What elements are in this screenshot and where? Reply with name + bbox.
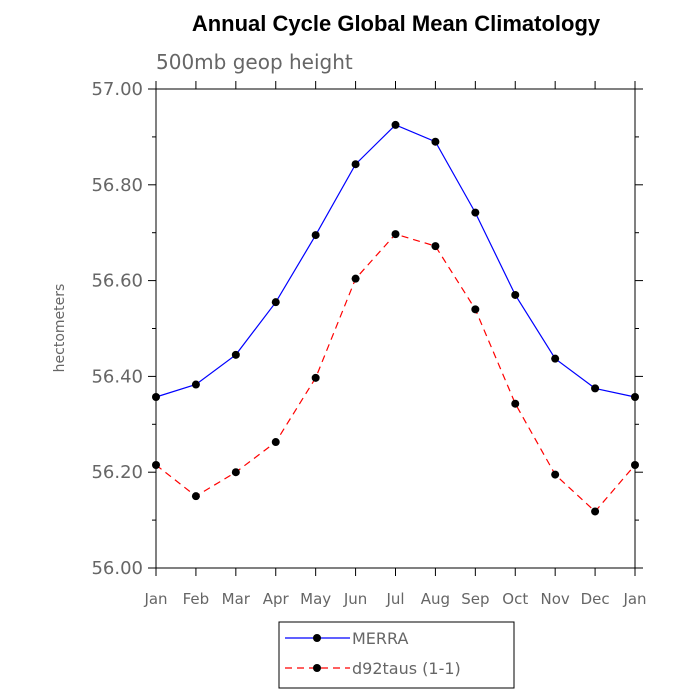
- y-tick-label: 56.80: [91, 175, 143, 196]
- data-point: [351, 274, 360, 283]
- x-tick-label: Feb: [183, 590, 210, 608]
- data-point: [391, 120, 400, 129]
- data-point: [551, 470, 560, 479]
- series-line-0: [155, 124, 636, 398]
- x-tick-label: Dec: [581, 590, 610, 608]
- y-tick-label: 56.00: [91, 558, 143, 579]
- data-point: [152, 392, 160, 401]
- legend-marker-1: [313, 664, 321, 672]
- data-point: [231, 468, 240, 477]
- data-point: [431, 137, 440, 146]
- data-point: [271, 438, 280, 447]
- data-point: [391, 230, 400, 239]
- x-tick-label: Aug: [421, 590, 450, 608]
- data-point: [551, 354, 560, 363]
- x-tick-label: Nov: [541, 590, 570, 608]
- legend-label-0: MERRA: [352, 629, 409, 648]
- y-tick-label: 56.20: [91, 462, 143, 483]
- x-tick-label: Jun: [343, 590, 367, 608]
- x-tick-label: Apr: [263, 590, 290, 608]
- data-point: [231, 350, 240, 359]
- x-tick-label: Jan: [143, 590, 167, 608]
- data-point: [631, 392, 639, 401]
- data-point: [471, 208, 480, 217]
- series-line-1: [155, 233, 636, 513]
- data-point: [511, 290, 520, 299]
- data-point: [511, 399, 520, 408]
- legend-marker-0: [313, 634, 321, 642]
- data-point: [271, 298, 280, 307]
- data-point: [311, 373, 320, 382]
- data-point: [431, 242, 440, 251]
- legend-label-1: d92taus (1-1): [352, 659, 461, 678]
- series-layer: [152, 120, 639, 516]
- chart-title: Annual Cycle Global Mean Climatology: [192, 11, 601, 36]
- y-tick-label: 57.00: [91, 79, 143, 100]
- y-tick-label: 56.40: [91, 366, 143, 387]
- axes: 56.00 56.20 56.40 56.60 56.80 57.00 Jan Feb Mar A…: [91, 79, 646, 608]
- data-point: [591, 384, 600, 393]
- data-point: [311, 231, 320, 240]
- data-point: [471, 305, 480, 314]
- data-point: [591, 507, 600, 516]
- plot-frame: [155, 88, 636, 569]
- x-tick-label: Jul: [385, 590, 404, 608]
- x-tick-label: Jan: [622, 590, 646, 608]
- x-tick-label: May: [300, 590, 331, 608]
- x-tick-label: Oct: [502, 590, 528, 608]
- legend-box: [278, 621, 515, 689]
- chart-subtitle: 500mb geop height: [156, 50, 353, 74]
- y-axis-label: hectometers: [52, 284, 68, 373]
- y-tick-label: 56.60: [91, 271, 143, 292]
- x-tick-label: Sep: [461, 590, 489, 608]
- data-point: [191, 380, 200, 389]
- data-point: [631, 461, 639, 470]
- x-tick-label: Mar: [222, 590, 251, 608]
- data-point: [351, 160, 360, 169]
- legend: MERRA d92taus (1-1): [285, 629, 461, 678]
- data-point: [152, 461, 160, 470]
- data-point: [191, 492, 200, 501]
